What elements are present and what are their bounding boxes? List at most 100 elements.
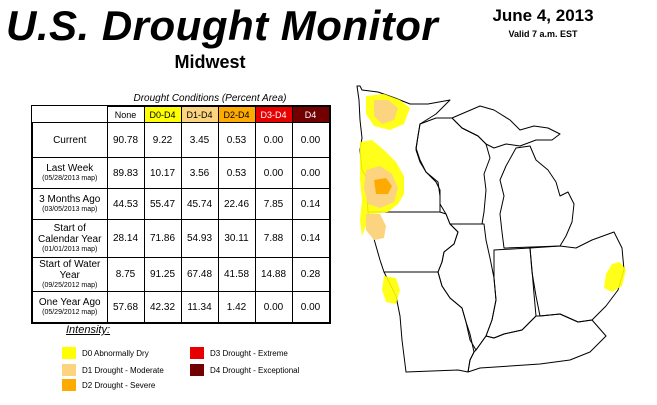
- table-cell: 0.14: [291, 188, 330, 220]
- row-label-text: 3 Months Ago: [39, 194, 101, 205]
- legend-swatch-d4: [190, 364, 204, 376]
- row-label-text: Start of Calendar Year: [38, 223, 102, 245]
- table-cell: 8.75: [106, 257, 145, 292]
- table-cell: 41.58: [217, 257, 256, 292]
- table-cell: 0.00: [254, 291, 293, 323]
- table-cell: 54.93: [180, 219, 219, 258]
- drought-d1-nw-minnesota: [374, 100, 398, 124]
- map-date: June 4, 2013: [492, 6, 594, 25]
- row-label: Last Week (05/28/2013 map): [32, 157, 108, 189]
- table-cell: 0.28: [291, 257, 330, 292]
- table-cell: 71.86: [143, 219, 182, 258]
- state-ohio: [529, 231, 625, 323]
- state-illinois: [437, 223, 497, 351]
- row-label: Current: [32, 122, 108, 158]
- table-cell: 0.00: [254, 122, 293, 158]
- state-michigan-lower: [499, 145, 575, 249]
- valid-time: Valid 7 a.m. EST: [508, 29, 578, 39]
- row-label-date: (09/25/2012 map): [42, 282, 98, 289]
- table-cell: 30.11: [217, 219, 256, 258]
- table-cell: 9.22: [143, 122, 182, 158]
- state-michigan-upper: [451, 105, 561, 149]
- table-cell: 45.74: [180, 188, 219, 220]
- page-title: U.S. Drought Monitor: [6, 2, 439, 49]
- legend-label-d2: D2 Drought - Severe: [82, 380, 156, 390]
- table-cell: 0.00: [254, 157, 293, 189]
- table-cell: 0.00: [291, 122, 330, 158]
- table-cell: 55.47: [143, 188, 182, 220]
- row-label: 3 Months Ago (03/05/2013 map): [32, 188, 108, 220]
- row-label-text: Last Week: [46, 163, 94, 174]
- legend-swatch-d2: [62, 379, 76, 391]
- table-cell: 10.17: [143, 157, 182, 189]
- table-cell: 0.00: [291, 291, 330, 323]
- legend-item-d2: D2 Drought - Severe: [62, 379, 155, 391]
- row-label-date: (05/28/2013 map): [42, 175, 98, 182]
- table-row: One Year Ago (05/29/2012 map) 57.68 42.32…: [32, 291, 330, 323]
- table-cell: 0.53: [217, 157, 256, 189]
- table-row: Current 90.78 9.22 3.45 0.53 0.00 0.00: [32, 122, 330, 158]
- table-row: 3 Months Ago (03/05/2013 map) 44.53 55.47…: [32, 188, 330, 220]
- row-label-text: Current: [53, 134, 87, 146]
- drought-map: [356, 85, 626, 373]
- table-cell: 0.00: [291, 157, 330, 189]
- row-label-date: (01/01/2013 map): [42, 246, 98, 253]
- col-header-d2-d4: D2-D4: [217, 106, 256, 123]
- drought-conditions-table: None D0-D4 D1-D4 D2-D4 D3-D4 D4 Current …: [31, 105, 331, 324]
- table-cell: 90.78: [106, 122, 145, 158]
- table-cell: 3.56: [180, 157, 219, 189]
- row-label: One Year Ago (05/29/2012 map): [32, 291, 108, 323]
- legend-swatch-d1: [62, 364, 76, 376]
- table-row: Last Week (05/28/2013 map) 89.83 10.17 3.…: [32, 157, 330, 189]
- row-label-text: Start of Water Year: [39, 259, 101, 281]
- legend-item-d3: D3 Drought - Extreme: [190, 347, 288, 359]
- legend-label-d1: D1 Drought - Moderate: [82, 365, 164, 375]
- table-cell: 28.14: [106, 219, 145, 258]
- legend-swatch-d0: [62, 347, 76, 359]
- legend-title: Intensity:: [66, 324, 111, 336]
- legend-swatch-d3: [190, 347, 204, 359]
- state-wisconsin: [415, 117, 491, 225]
- table-cell: 0.14: [291, 219, 330, 258]
- row-label: Start of Calendar Year (01/01/2013 map): [32, 219, 108, 258]
- legend-item-d1: D1 Drought - Moderate: [62, 364, 164, 376]
- table-row: Start of Calendar Year (01/01/2013 map) 2…: [32, 219, 330, 258]
- table-cell: 44.53: [106, 188, 145, 220]
- table-cell: 7.88: [254, 219, 293, 258]
- table-cell: 42.32: [143, 291, 182, 323]
- table-cell: 22.46: [217, 188, 256, 220]
- legend-item-d4: D4 Drought - Exceptional: [190, 364, 299, 376]
- col-header-d4: D4: [291, 106, 330, 123]
- col-header-d0-d4: D0-D4: [143, 106, 182, 123]
- legend-label-d3: D3 Drought - Extreme: [210, 348, 288, 358]
- drought-d2-west-minnesota: [374, 178, 392, 194]
- table-cell: 89.83: [106, 157, 145, 189]
- state-indiana: [485, 247, 537, 339]
- row-label-date: (03/05/2013 map): [42, 206, 98, 213]
- table-row: Start of Water Year (09/25/2012 map) 8.75…: [32, 257, 330, 292]
- legend-label-d0: D0 Abnormally Dry: [82, 348, 149, 358]
- table-cell: 3.45: [180, 122, 219, 158]
- table-cell: 0.53: [217, 122, 256, 158]
- state-kentucky: [467, 313, 607, 373]
- drought-d0-west-ohio: [604, 262, 626, 292]
- table-caption: Drought Conditions (Percent Area): [133, 93, 287, 104]
- col-header-none: None: [106, 106, 145, 123]
- table-cell: 14.88: [254, 257, 293, 292]
- table-cell: 57.68: [106, 291, 145, 323]
- row-label-date: (05/29/2012 map): [42, 309, 98, 316]
- table-cell: 11.34: [180, 291, 219, 323]
- drought-d1-nw-iowa: [366, 214, 386, 240]
- table-cell: 91.25: [143, 257, 182, 292]
- table-cell: 7.85: [254, 188, 293, 220]
- table-cell: 67.48: [180, 257, 219, 292]
- table-cell: 1.42: [217, 291, 256, 323]
- region-name: Midwest: [174, 52, 246, 72]
- row-label-text: One Year Ago: [38, 297, 101, 308]
- drought-d0-nw-missouri: [382, 276, 400, 304]
- row-label: Start of Water Year (09/25/2012 map): [32, 257, 108, 292]
- col-header-d1-d4: D1-D4: [180, 106, 219, 123]
- table-corner: [33, 107, 108, 123]
- legend-item-d0: D0 Abnormally Dry: [62, 347, 149, 359]
- col-header-d3-d4: D3-D4: [254, 106, 293, 123]
